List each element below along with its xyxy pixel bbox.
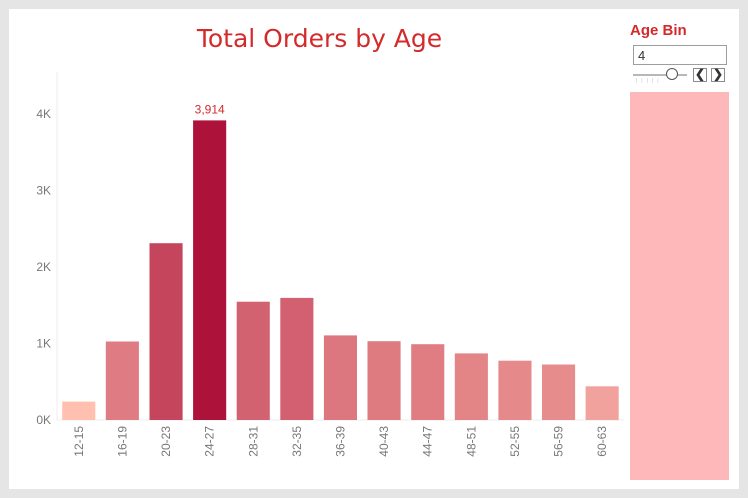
bar-12-15[interactable] [62,401,96,420]
y-tick-label: 3K [36,183,51,197]
bar-24-27[interactable] [193,120,227,421]
slider-ticks: ||||| [636,78,663,84]
age-bin-label: Age Bin [630,22,687,39]
x-tick-label: 16-19 [115,426,129,457]
bar-32-35[interactable] [280,297,314,420]
x-tick-label: 36-39 [334,426,348,457]
chevron-right-icon[interactable]: ❯ [711,67,725,82]
x-tick-label: 48-51 [464,426,478,457]
bar-52-55[interactable] [498,360,532,420]
bar-60-63[interactable] [585,386,619,420]
bar-44-47[interactable] [411,344,445,420]
slider-handle[interactable] [666,68,678,80]
x-tick-label: 12-15 [72,426,86,457]
bar-40-43[interactable] [367,341,401,420]
chevron-left-icon[interactable]: ❮ [693,67,707,82]
bar-chart: 0K 1K 2K 3K 4K 12-15 16-19 20-23 24-27 28-31 32-3… [36,72,624,457]
y-tick-label: 0K [36,413,51,427]
filter-panel [630,92,729,480]
x-tick-label: 24-27 [203,426,217,457]
chart-title: Total Orders by Age [196,24,443,53]
bar-20-23[interactable] [149,243,183,420]
data-label: 3,914 [195,102,225,116]
x-tick-label: 40-43 [377,426,391,457]
bar-36-39[interactable] [323,335,357,420]
x-tick-label: 52-55 [508,426,522,457]
bar-56-59[interactable] [542,364,576,421]
x-tick-label: 32-35 [290,426,304,457]
bar-48-51[interactable] [454,353,488,420]
y-tick-label: 4K [36,107,51,121]
x-tick-label: 28-31 [246,426,260,457]
y-tick-label: 2K [36,260,51,274]
age-bin-slider[interactable] [633,74,687,76]
x-tick-label: 56-59 [552,426,566,457]
x-tick-label: 20-23 [159,426,173,457]
bar-16-19[interactable] [105,341,139,421]
x-tick-label: 60-63 [595,426,609,457]
bar-28-31[interactable] [236,301,270,420]
x-tick-label: 44-47 [421,426,435,457]
age-bin-input[interactable] [633,45,727,65]
y-tick-label: 1K [36,336,51,350]
